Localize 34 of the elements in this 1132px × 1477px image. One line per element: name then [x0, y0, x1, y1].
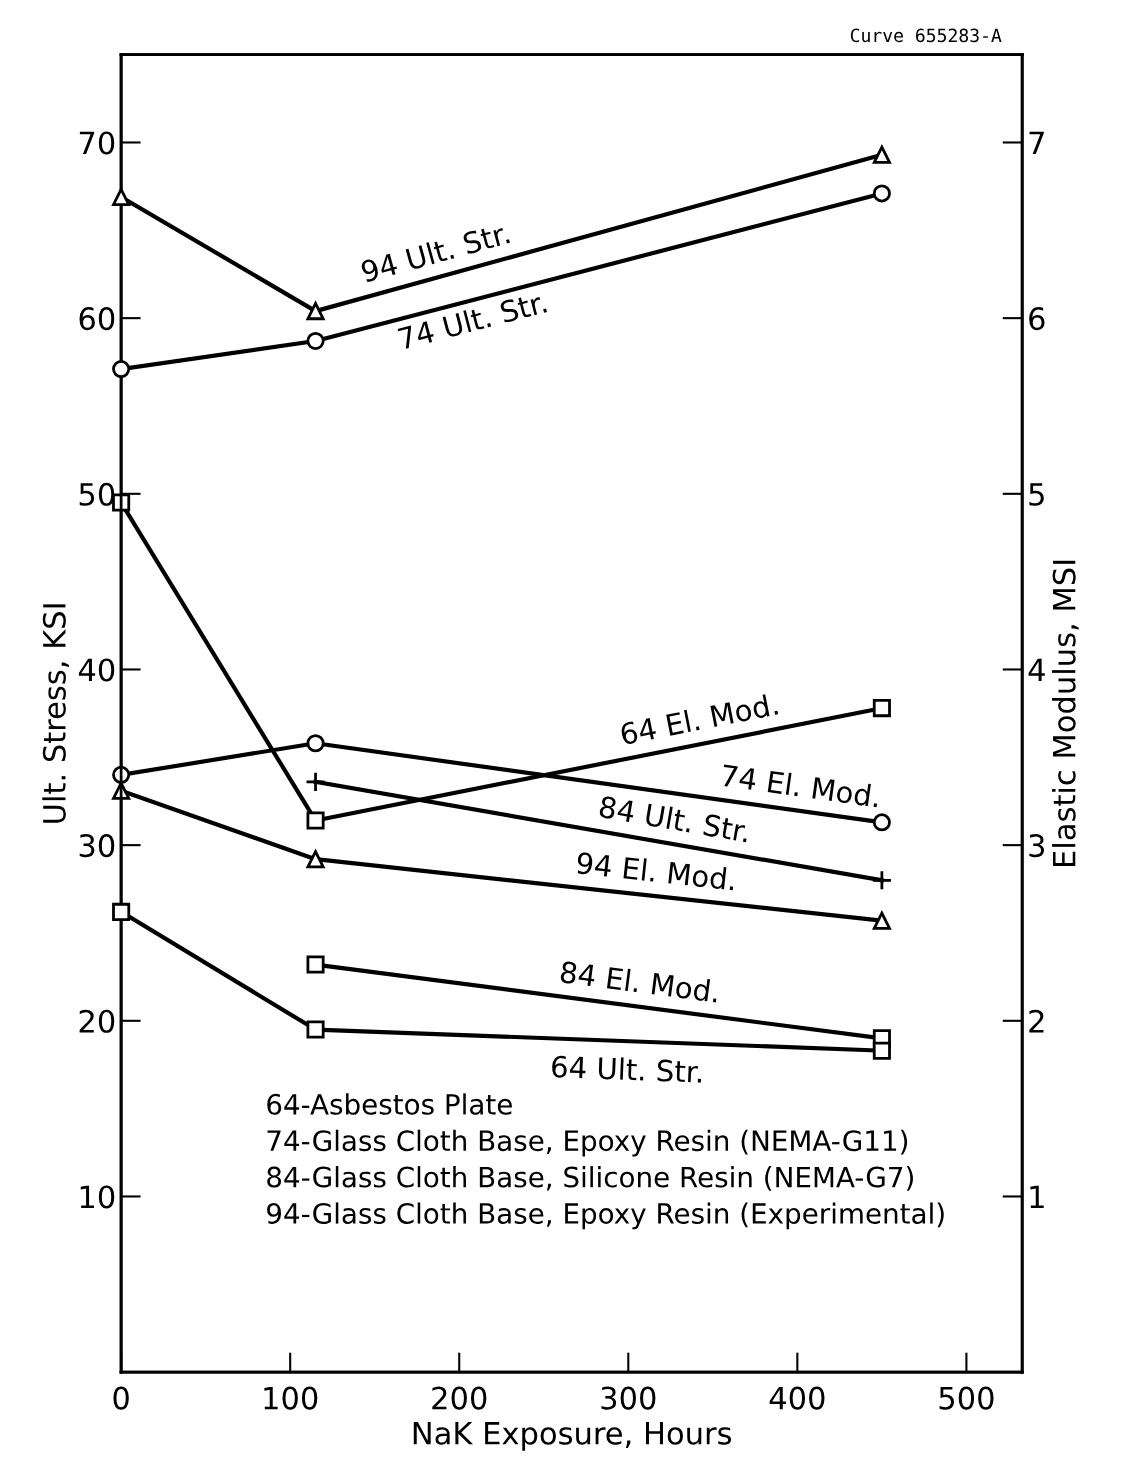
- annotation: 84-Glass Cloth Base, Silicone Resin (NEMA-G7): [267, 1166, 913, 1191]
- y-tick-label: 50: [79, 482, 115, 506]
- x-tick-label: 100: [264, 1386, 318, 1410]
- x-tick-label: 0: [113, 1386, 129, 1410]
- text: 64 El. Mod.: [619, 692, 779, 746]
- y-tick-label: 10: [80, 1185, 115, 1209]
- y-tick-label: 60: [79, 307, 115, 331]
- text: 74 Ult. Str.: [397, 290, 548, 350]
- y-tick-label: 70: [79, 131, 115, 155]
- x-tick-label: 400: [769, 1386, 825, 1410]
- text: 94 El. Mod.: [576, 851, 736, 891]
- text: Curve 655283-A: [850, 28, 1002, 43]
- y2-tick-label: 1: [1030, 1185, 1044, 1209]
- annotation: 94-Glass Cloth Base, Epoxy Resin (Experimental): [267, 1202, 944, 1230]
- annotation: 64-Asbestos Plate: [267, 1093, 512, 1115]
- x-axis-title: NaK Exposure, Hours: [413, 1422, 732, 1451]
- y2-axis-title: Elastic Modulus, MSI: [1052, 560, 1079, 866]
- x-tick-label: 500: [939, 1386, 994, 1410]
- text: 84 El. Mod.: [560, 960, 719, 1003]
- y2-tick-label: 6: [1029, 307, 1045, 331]
- x-tick-label: 200: [432, 1386, 487, 1410]
- annotation: 74-Glass Cloth Base, Epoxy Resin (NEMA-G11): [267, 1129, 908, 1157]
- series-label: 64 Ult. Str.: [551, 1054, 702, 1083]
- text: 94 Ult. Str.: [360, 221, 511, 283]
- y-axis-title: Ult. Stress, KSI: [42, 604, 70, 823]
- y-tick-label: 20: [79, 1009, 115, 1033]
- y2-tick-label: 4: [1028, 658, 1045, 682]
- y-tick-label: 30: [79, 834, 115, 858]
- y-tick-label: 40: [78, 658, 115, 682]
- y2-tick-label: 3: [1029, 834, 1045, 858]
- y2-tick-label: 2: [1029, 1009, 1044, 1033]
- y2-tick-label: 7: [1029, 131, 1044, 155]
- x-tick-label: 300: [601, 1386, 656, 1410]
- y2-tick-label: 5: [1029, 483, 1044, 506]
